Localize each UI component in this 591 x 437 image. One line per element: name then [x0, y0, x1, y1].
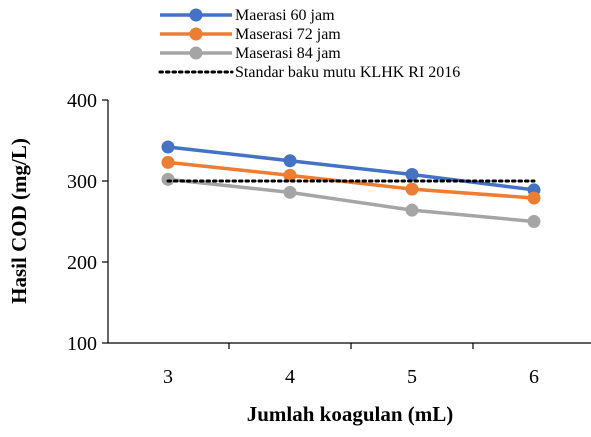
data-point: [527, 215, 541, 228]
data-point: [405, 203, 419, 217]
legend-label: Maserasi 72 jam: [235, 26, 341, 43]
data-point: [161, 140, 175, 154]
x-tick-label: 3: [163, 366, 173, 388]
series-layer: [161, 140, 541, 228]
data-point: [283, 154, 297, 168]
y-ticks: 100 200 300 400: [67, 90, 108, 355]
y-tick-label: 100: [67, 333, 97, 355]
x-ticks: 3 4 5 6: [163, 343, 539, 388]
data-point: [527, 191, 541, 205]
legend-label: Maerasi 60 jam: [235, 7, 335, 24]
y-tick-label: 400: [67, 90, 97, 112]
data-point: [405, 168, 419, 182]
legend-label: Standar baku mutu KLHK RI 2016: [235, 64, 460, 81]
data-point: [283, 185, 297, 199]
x-tick-label: 4: [285, 366, 295, 388]
y-tick-label: 200: [67, 252, 97, 274]
legend-label: Maserasi 84 jam: [235, 45, 341, 62]
y-axis-title: Hasil COD (mg/L): [7, 138, 31, 304]
x-tick-label: 6: [529, 366, 539, 388]
legend-item: Maserasi 72 jam: [160, 26, 341, 43]
y-tick-label: 300: [67, 171, 97, 193]
data-point: [283, 168, 297, 182]
legend-item: Standar baku mutu KLHK RI 2016: [158, 64, 460, 81]
x-axis-title: Jumlah koagulan (mL): [247, 402, 454, 426]
legend-item: Maerasi 60 jam: [160, 7, 335, 24]
data-point: [161, 155, 175, 169]
data-point: [405, 182, 419, 196]
legend: Maerasi 60 jam Maserasi 72 jam Maserasi 84…: [158, 7, 460, 81]
legend-marker: [189, 8, 203, 22]
series-line: [167, 177, 535, 224]
x-tick-label: 5: [407, 366, 417, 388]
data-point: [161, 172, 175, 186]
legend-marker: [189, 46, 203, 60]
series-3: [161, 172, 541, 228]
axes: 100 200 300 400 3 4 5 6 Hasil COD (mg/L) Jumla…: [7, 90, 591, 426]
legend-item: Maserasi 84 jam: [160, 45, 341, 62]
legend-marker: [189, 27, 203, 41]
